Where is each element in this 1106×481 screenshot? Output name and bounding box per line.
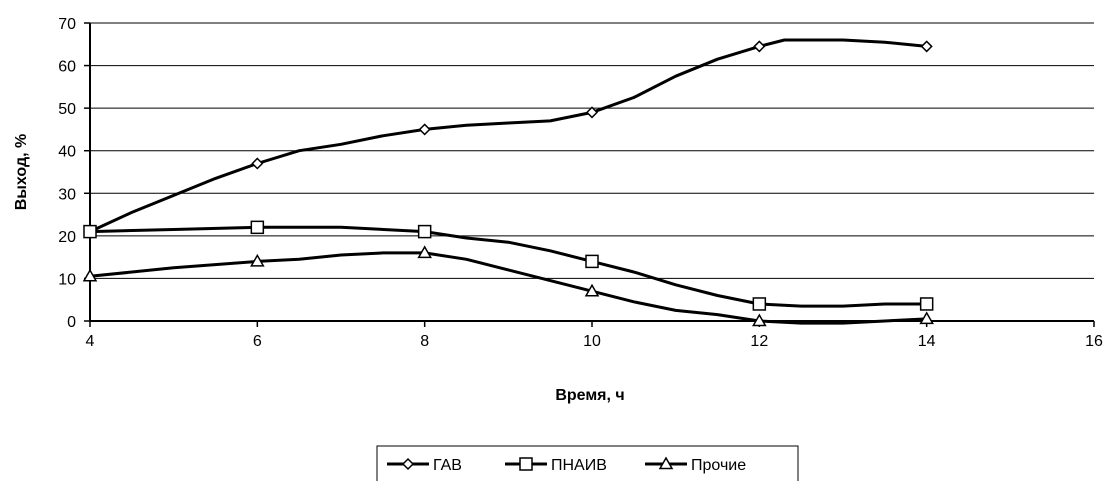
y-axis-title: Выход, % <box>13 134 30 211</box>
gridlines <box>90 22 1094 279</box>
data-point-marker <box>417 245 432 259</box>
legend-marker <box>401 457 415 471</box>
y-tick-label: 10 <box>58 271 76 288</box>
y-tick-label: 20 <box>58 229 76 246</box>
axes <box>84 22 1095 327</box>
data-point-marker <box>250 220 265 235</box>
legend-label: ПНАИВ <box>551 457 607 474</box>
series-markers <box>82 40 934 327</box>
data-point-marker <box>250 253 265 267</box>
data-point-marker <box>752 313 767 327</box>
x-axis-title: Время, ч <box>555 387 624 404</box>
series-lines <box>88 38 929 325</box>
data-point-marker <box>585 106 599 119</box>
legend-marker <box>658 456 674 470</box>
x-tick-label: 16 <box>1085 333 1103 350</box>
x-tick-label: 14 <box>918 333 936 350</box>
y-tick-label: 60 <box>58 59 76 76</box>
legend-label: ГАВ <box>433 457 462 474</box>
series-line <box>88 225 929 308</box>
y-tick-label: 40 <box>58 144 76 161</box>
y-tick-label: 0 <box>67 314 76 331</box>
data-point-marker <box>251 157 264 170</box>
series-line <box>88 251 929 325</box>
data-point-marker <box>584 283 600 297</box>
data-point-marker <box>920 40 933 53</box>
y-tick-label: 70 <box>58 16 76 33</box>
data-point-marker <box>83 224 97 239</box>
series-line <box>88 38 929 234</box>
data-point-marker <box>919 311 934 325</box>
x-tick-label: 4 <box>86 333 95 350</box>
x-tick-label: 8 <box>420 333 429 350</box>
legend-label: Прочие <box>691 457 746 474</box>
data-point-marker <box>82 268 98 282</box>
y-tick-label: 30 <box>58 186 76 203</box>
data-point-marker <box>752 297 767 311</box>
x-tick-label: 6 <box>253 333 262 350</box>
tick-labels: 0 10 20 30 40 50 60 70 4 6 8 10 12 14 16 <box>58 16 1103 350</box>
data-point-marker <box>919 297 934 311</box>
data-point-marker <box>753 40 766 53</box>
y-tick-label: 50 <box>58 101 76 118</box>
data-point-marker <box>418 123 431 136</box>
legend: ГАВ ПНАИВ Прочие <box>376 445 799 481</box>
legend-box <box>376 445 799 481</box>
legend-marker <box>519 457 533 471</box>
x-tick-label: 10 <box>583 333 601 350</box>
x-tick-label: 12 <box>750 333 768 350</box>
data-point-marker <box>585 254 599 269</box>
data-point-marker <box>417 224 432 239</box>
